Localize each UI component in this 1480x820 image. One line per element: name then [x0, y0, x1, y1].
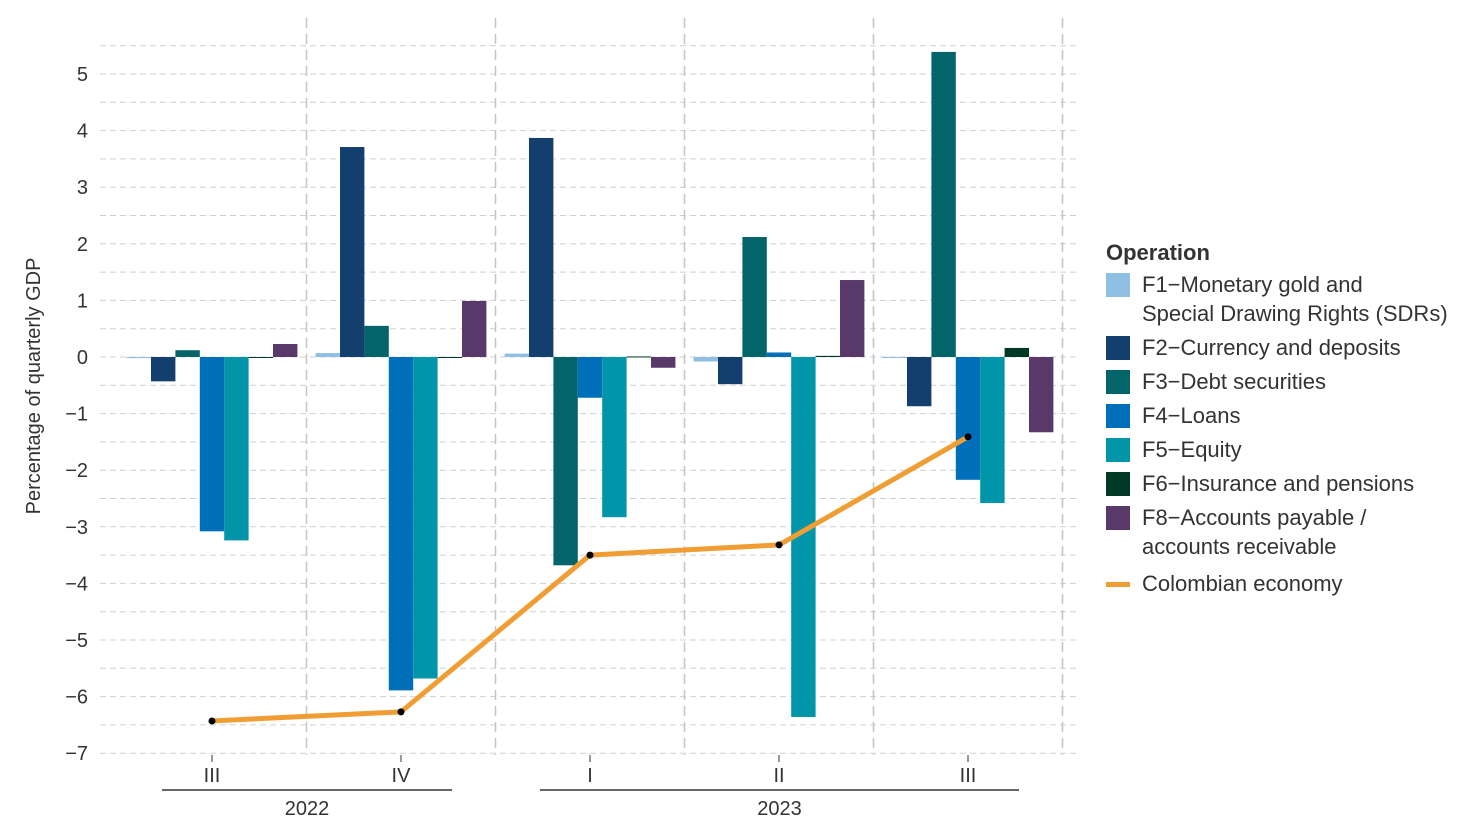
- bar: [199, 357, 225, 532]
- line-point: [775, 541, 783, 549]
- bar: [413, 357, 438, 679]
- bar: [980, 357, 1005, 504]
- bar: [840, 280, 865, 357]
- bar: [766, 352, 792, 357]
- y-tick-label: −2: [65, 460, 88, 482]
- legend-item: F4−Loans: [1106, 401, 1448, 430]
- legend-label: F5−Equity: [1142, 437, 1242, 462]
- bar: [126, 357, 151, 359]
- x-tick-label: III: [204, 765, 221, 787]
- bar: [340, 147, 365, 357]
- bar: [882, 357, 907, 358]
- y-tick-label: 3: [77, 177, 88, 199]
- legend-swatch: [1106, 438, 1130, 462]
- line-point: [208, 717, 216, 725]
- y-tick-label: −1: [65, 404, 88, 426]
- y-tick-label: −6: [65, 687, 88, 709]
- legend-item: F3−Debt securities: [1106, 367, 1448, 396]
- y-tick-label: −5: [65, 630, 88, 652]
- legend-label: Colombian economy: [1142, 571, 1343, 596]
- y-tick-label: 1: [77, 290, 88, 312]
- bar: [1029, 357, 1054, 433]
- y-tick-label: −3: [65, 517, 88, 539]
- legend-item: F1−Monetary gold and Special Drawing Rig…: [1106, 270, 1448, 328]
- legend-label: F3−Debt securities: [1142, 369, 1327, 394]
- bar: [529, 137, 554, 357]
- y-tick-label: −4: [65, 573, 88, 595]
- bar: [553, 357, 578, 566]
- bar: [693, 357, 718, 362]
- y-tick-label: −7: [65, 743, 88, 765]
- line-colombian-economy: [211, 434, 970, 724]
- legend-title: Operation: [1106, 240, 1210, 265]
- bar: [151, 357, 176, 382]
- year-label: 2023: [757, 798, 802, 820]
- line-point: [964, 433, 972, 441]
- legend-label: F1−Monetary gold and Special Drawing Rig…: [1142, 272, 1448, 326]
- bar: [462, 300, 487, 357]
- legend-swatch: [1106, 472, 1130, 496]
- legend-item: F2−Currency and deposits: [1106, 333, 1448, 362]
- legend-label: F6−Insurance and pensions: [1142, 471, 1415, 496]
- bar: [931, 51, 956, 358]
- bar: [437, 357, 462, 358]
- bar: [651, 357, 676, 368]
- x-tick-label: IV: [392, 765, 412, 787]
- legend-item-line: Colombian economy: [1106, 569, 1448, 598]
- y-tick-label: 2: [77, 234, 88, 256]
- bar: [248, 357, 273, 358]
- legend-swatch: [1106, 370, 1130, 394]
- legend: Operation F1−Monetary gold and Special D…: [1106, 240, 1448, 603]
- x-tick-label: III: [960, 765, 977, 787]
- bar: [626, 356, 651, 358]
- x-tick-label: I: [587, 765, 593, 787]
- bar: [175, 350, 200, 357]
- bar: [388, 357, 414, 691]
- legend-item: F5−Equity: [1106, 435, 1448, 464]
- bar: [742, 237, 767, 357]
- y-tick-label: 4: [77, 121, 88, 143]
- legend-label: F4−Loans: [1142, 403, 1241, 428]
- y-axis-label: Percentage of quarterly GDP: [23, 258, 45, 515]
- year-label: 2022: [285, 798, 330, 820]
- bar: [815, 355, 840, 357]
- bar: [577, 357, 603, 398]
- bar: [504, 353, 529, 357]
- legend-swatch: [1106, 506, 1130, 530]
- legend-swatch: [1106, 336, 1130, 360]
- legend-swatch: [1106, 273, 1130, 297]
- bar: [907, 357, 932, 407]
- legend-swatch: [1106, 404, 1130, 428]
- bar: [602, 357, 627, 518]
- bar: [224, 357, 249, 541]
- legend-item: F8−Accounts payable / accounts receivabl…: [1106, 503, 1448, 561]
- legend-label: F8−Accounts payable / accounts receivabl…: [1142, 505, 1367, 559]
- bar: [1004, 347, 1029, 357]
- x-tick-label: II: [773, 765, 784, 787]
- legend-line-swatch: [1106, 582, 1130, 587]
- y-tick-label: 0: [77, 347, 88, 369]
- legend-item: F6−Insurance and pensions: [1106, 469, 1448, 498]
- bar: [718, 357, 743, 385]
- legend-label: F2−Currency and deposits: [1142, 335, 1401, 360]
- y-tick-label: 5: [77, 64, 88, 86]
- bar: [273, 343, 298, 357]
- line-point: [397, 708, 405, 716]
- bar: [315, 353, 340, 357]
- line-point: [586, 551, 594, 559]
- bar: [364, 325, 389, 357]
- bar: [955, 357, 981, 480]
